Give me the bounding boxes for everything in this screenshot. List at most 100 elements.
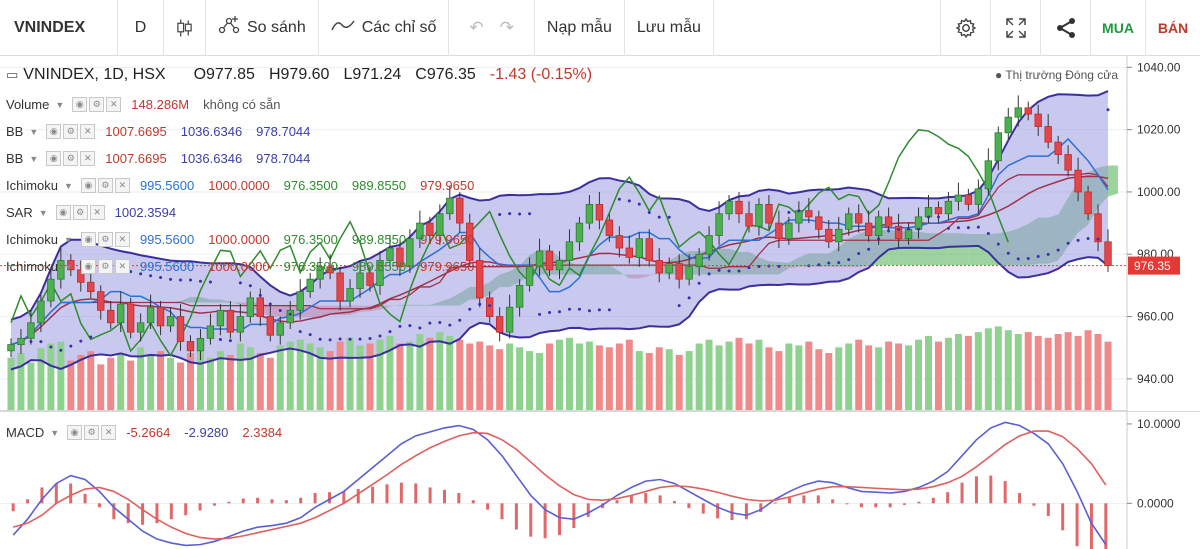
chevron-down-icon[interactable]: ▼ [29,153,39,164]
candle-body [286,309,294,324]
volume-bar [885,341,893,410]
volume-bar [137,347,145,410]
undo-icon[interactable]: ↶ [469,17,484,37]
close-icon[interactable]: ✕ [80,124,96,139]
legend-name[interactable]: Ichimoku [6,178,59,193]
volume-bar [994,326,1002,410]
settings-icon[interactable]: ⚙ [97,232,113,247]
chart-type-button[interactable] [164,0,206,56]
close-icon[interactable]: ✕ [89,205,105,220]
chevron-down-icon[interactable]: ▼ [29,126,39,137]
chevron-down-icon[interactable]: ▼ [64,234,73,245]
macd-series-0 [12,421,1107,547]
eye-icon[interactable]: ◉ [80,178,96,193]
volume-bar [17,353,25,410]
sar-dot [268,302,272,306]
candle-body [825,228,833,243]
eye-icon[interactable]: ◉ [55,205,71,220]
settings-icon[interactable]: ⚙ [84,425,100,440]
sell-button[interactable]: BÁN [1145,0,1200,56]
eye-icon[interactable]: ◉ [67,425,83,440]
bb-lower-line [10,244,1109,371]
candle-body [47,278,55,302]
sar-dot [69,344,73,348]
settings-icon[interactable]: ⚙ [97,259,113,274]
fullscreen-button[interactable] [990,0,1040,56]
macd-histogram-bar [629,495,633,504]
chevron-down-icon[interactable]: ▼ [38,207,48,218]
volume-bar [27,362,35,410]
chevron-down-icon[interactable]: ▼ [55,99,65,110]
eye-icon[interactable]: ▭ [6,67,19,82]
sar-dot [198,279,202,283]
settings-icon[interactable]: ⚙ [63,124,79,139]
share-button[interactable] [1040,0,1090,56]
legend-name[interactable]: Volume [6,97,50,112]
legend-name[interactable]: Ichimoku [6,232,59,247]
compare-button[interactable]: So sánh [206,0,319,56]
macd-histogram-bar [730,503,734,521]
redo-icon[interactable]: ↷ [499,17,514,37]
top-toolbar: VNINDEX D So sánh Các chỉ số ↶ ↷ Nạp mẫu… [0,0,1200,56]
volume-bar [117,353,125,410]
legend-name[interactable]: SAR [6,205,33,220]
eye-icon[interactable]: ◉ [80,232,96,247]
settings-button[interactable] [940,0,990,56]
macd-histogram-bar [198,503,202,511]
macd-histogram-bar [241,498,245,504]
settings-icon[interactable]: ⚙ [63,151,79,166]
close-icon[interactable]: ✕ [101,425,117,440]
chart-canvas[interactable]: 1040.001020.001000.00980.00960.00940.009… [0,56,1200,549]
settings-icon[interactable]: ⚙ [72,205,88,220]
sar-dot [677,304,681,308]
macd-histogram-bar [514,503,518,530]
close-icon[interactable]: ✕ [114,259,130,274]
candle-body [874,216,883,236]
save-template-button[interactable]: Lưu mẫu [625,0,714,56]
volume-bar [177,362,185,410]
sar-dot [877,237,881,241]
chevron-down-icon[interactable]: ▼ [50,427,60,438]
price-tick-label: 940.00 [1137,372,1174,386]
eye-icon[interactable]: ◉ [46,124,62,139]
eye-icon[interactable]: ◉ [80,259,96,274]
eye-icon[interactable]: ◉ [72,97,88,112]
close-icon[interactable]: ✕ [114,178,130,193]
sar-dot [288,312,292,316]
buy-button[interactable]: MUA [1090,0,1145,56]
macd-histogram-bar [313,493,317,504]
symbol-selector[interactable]: VNINDEX [0,0,118,56]
settings-icon[interactable]: ⚙ [97,178,113,193]
indicators-label: Các chỉ số [361,18,437,36]
legend-value: 979.9650 [420,259,475,274]
legend-name[interactable]: BB [6,124,24,139]
candle-body [346,288,354,302]
candle-body [166,316,175,327]
close-icon[interactable]: ✕ [80,151,96,166]
sar-dot [328,338,332,342]
price-axis: 1040.001020.001000.00980.00960.00940.009… [1126,56,1200,549]
compare-label: So sánh [247,18,306,36]
volume-bar [725,341,733,410]
legend-name[interactable]: BB [6,151,24,166]
chevron-down-icon[interactable]: ▼ [64,180,73,191]
sar-dot [966,226,970,230]
candle-body [954,194,963,202]
volume-bar [127,360,135,410]
price-tick-label: 960.00 [1137,310,1174,324]
chevron-down-icon[interactable]: ▼ [64,261,73,272]
legend-buttons: ◉ ⚙ ✕ [80,232,132,247]
interval-selector[interactable]: D [118,0,164,56]
settings-icon[interactable]: ⚙ [89,97,105,112]
candle-body [1064,154,1072,171]
candle-body [575,222,584,243]
close-icon[interactable]: ✕ [106,97,122,112]
legend-name[interactable]: MACD [6,425,45,440]
macd-histogram-bar [442,489,446,504]
load-template-button[interactable]: Nạp mẫu [535,0,625,56]
eye-icon[interactable]: ◉ [46,151,62,166]
candle-body [146,306,155,324]
indicators-button[interactable]: Các chỉ số [319,0,450,56]
close-icon[interactable]: ✕ [114,232,130,247]
legend-name[interactable]: Ichimoku [6,259,59,274]
